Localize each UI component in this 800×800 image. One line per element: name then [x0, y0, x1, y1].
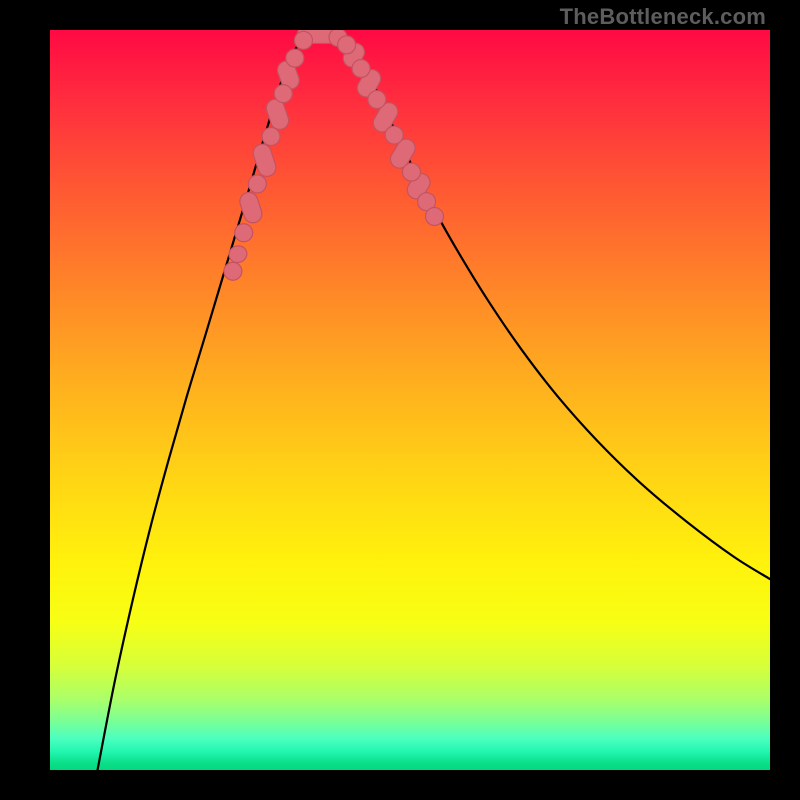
- marker-pill: [238, 190, 265, 225]
- marker-dot: [368, 91, 386, 109]
- marker-dot: [248, 175, 266, 193]
- chart-frame: TheBottleneck.com: [0, 0, 800, 800]
- marker-dot: [385, 126, 403, 144]
- marker-dot: [352, 59, 370, 77]
- v-curve-line: [98, 34, 770, 770]
- marker-pill-layer: [227, 30, 434, 265]
- marker-dot: [338, 36, 356, 54]
- marker-dot: [425, 207, 443, 225]
- marker-dot: [286, 49, 304, 67]
- marker-dot: [235, 224, 253, 242]
- marker-dot: [224, 262, 242, 280]
- marker-dot: [262, 128, 280, 146]
- marker-dot: [274, 85, 292, 103]
- marker-dot: [402, 163, 420, 181]
- marker-pill: [227, 244, 249, 265]
- watermark-text: TheBottleneck.com: [560, 4, 766, 30]
- marker-pill: [251, 142, 278, 179]
- plot-area: [50, 30, 770, 770]
- marker-dot: [294, 31, 312, 49]
- curve-layer: [50, 30, 770, 770]
